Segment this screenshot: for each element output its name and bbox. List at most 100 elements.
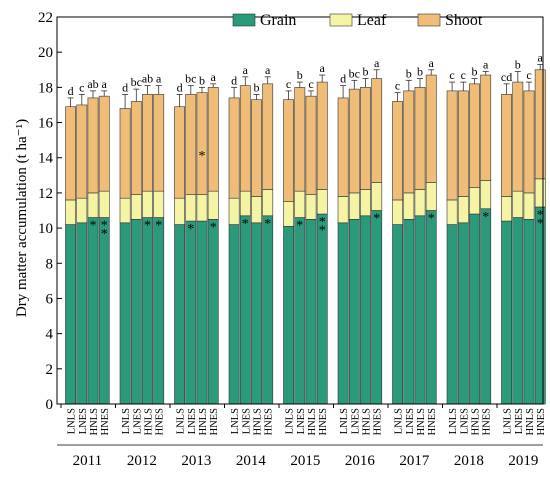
bar-leaf-2018-HNES [480, 180, 492, 210]
bar-leaf-2019-HNLS [523, 192, 535, 220]
treatment-label-2017-HNLS: HNLS [416, 408, 427, 436]
year-label-2019: 2019 [508, 453, 538, 469]
y-tick-label-20: 20 [38, 45, 53, 61]
bar-grain-2015-LNLS [283, 226, 294, 405]
bar-leaf-2016-LNES [348, 192, 360, 220]
bar-leaf-2016-LNLS [337, 196, 349, 224]
treatment-label-2016-LNLS: LNLS [339, 408, 350, 434]
treatment-label-2012-HNLS: HNLS [144, 408, 155, 436]
treatment-label-2017-LNES: LNES [405, 408, 416, 434]
bar-shoot-2012-LNLS [119, 108, 131, 199]
bar-leaf-2018-LNES [457, 196, 469, 224]
bar-grain-2016-LNLS [337, 222, 349, 405]
bar-shoot-2017-LNES [403, 90, 415, 194]
bar-shoot-2015-LNES [294, 87, 306, 192]
significance-letter-2011-LNES: c [79, 80, 84, 94]
bar-leaf-2013-LNLS [174, 197, 185, 225]
year-label-2014: 2014 [236, 453, 267, 469]
bar-grain-2016-LNES [348, 218, 360, 405]
bar-grain-2018-HNES [480, 208, 492, 405]
bar-shoot-2019-HNLS [523, 90, 535, 194]
bar-shoot-2019-HNES [534, 69, 546, 180]
year-label-2013: 2013 [181, 453, 211, 469]
bar-shoot-2018-LNES [457, 90, 469, 197]
treatment-label-2015-LNES: LNES [296, 408, 307, 434]
bar-shoot-2013-HNLS [196, 92, 208, 195]
bar-shoot-2018-HNES [480, 74, 492, 181]
legend-swatch-shoot [417, 13, 441, 27]
significance-letter-2016-HNLS: b [363, 65, 369, 79]
significance-letter-2019-LNES: b [515, 58, 521, 72]
bar-leaf-2014-HNES [262, 189, 274, 217]
y-tick-label-8: 8 [46, 256, 54, 272]
y-tick-label-4: 4 [46, 327, 54, 343]
bar-grain-2014-LNES [239, 215, 251, 405]
treatment-label-2013-LNES: LNES [187, 408, 198, 434]
bar-shoot-2017-LNLS [392, 101, 403, 201]
treatment-label-2017-LNLS: LNLS [394, 408, 405, 434]
bar-grain-2019-LNLS [501, 220, 512, 405]
bar-leaf-2013-HNES [207, 190, 219, 220]
legend-label-grain: Grain [260, 12, 296, 29]
bar-shoot-2011-HNLS [87, 97, 99, 194]
significance-letter-2019-HNLS: c [526, 68, 531, 82]
bar-leaf-2019-LNES [512, 190, 524, 218]
bar-shoot-2019-LNES [512, 81, 524, 192]
bar-leaf-2012-HNLS [142, 190, 153, 218]
significance-letter-2016-HNES: a [374, 56, 380, 70]
y-tick-label-6: 6 [46, 291, 54, 307]
bar-leaf-2017-HNLS [414, 189, 426, 217]
treatment-label-2018-HNLS: HNLS [471, 408, 482, 436]
bar-leaf-2011-LNES [76, 197, 88, 224]
bar-shoot-2017-HNES [425, 74, 437, 183]
treatment-label-2014-LNES: LNES [241, 408, 252, 434]
bar-leaf-2015-LNLS [283, 201, 294, 227]
bar-grain-2012-HNLS [142, 217, 153, 405]
bar-leaf-2015-HNLS [305, 194, 317, 220]
bar-leaf-2017-LNLS [392, 199, 403, 225]
legend-swatch-leaf [329, 13, 353, 27]
treatment-label-2014-LNLS: LNLS [230, 408, 241, 434]
bar-grain-2016-HNES [371, 210, 383, 405]
treatment-label-2011-LNLS: LNLS [67, 408, 78, 434]
bar-leaf-2014-LNES [239, 190, 251, 217]
treatment-label-2019-HNES: HNES [536, 408, 547, 436]
bar-shoot-2014-HNLS [251, 99, 262, 197]
treatment-label-2011-HNES: HNES [100, 408, 111, 436]
bar-leaf-2014-LNLS [228, 197, 240, 225]
bar-grain-2013-HNES [207, 218, 219, 405]
bar-leaf-2016-HNES [371, 182, 383, 211]
bar-grain-2014-HNES [262, 215, 274, 405]
significance-letter-2013-HNLS: b [199, 73, 205, 87]
bar-grain-2012-LNLS [119, 222, 131, 405]
bar-grain-2019-HNLS [523, 218, 535, 405]
bar-leaf-2013-HNLS [196, 194, 208, 222]
significance-letter-2011-LNLS: d [68, 84, 74, 98]
significance-star-2011-HNLS: * [90, 219, 97, 234]
treatment-label-2016-HNLS: HNLS [362, 408, 373, 436]
bar-grain-2011-HNES [98, 217, 110, 405]
treatment-label-2018-LNLS: LNLS [448, 408, 459, 434]
bar-shoot-2016-LNLS [337, 97, 349, 197]
y-tick-label-14: 14 [38, 151, 54, 167]
treatment-label-2012-LNES: LNES [132, 408, 143, 434]
y-tick-label-0: 0 [46, 397, 54, 413]
bar-shoot-2016-HNES [371, 78, 383, 183]
bar-leaf-2017-LNES [403, 192, 415, 220]
bar-grain-2011-HNLS [87, 217, 99, 405]
significance-star-2011-HNES: * [101, 227, 108, 242]
bar-grain-2011-LNLS [65, 224, 76, 405]
bar-grain-2019-HNES [534, 206, 546, 405]
year-label-2016: 2016 [345, 453, 376, 469]
bar-shoot-2013-HNES [207, 87, 219, 192]
bar-shoot-2017-HNLS [414, 87, 426, 190]
bar-shoot-2012-HNES [153, 94, 165, 192]
bar-grain-2015-HNES [316, 213, 328, 405]
treatment-label-2015-LNLS: LNLS [285, 408, 296, 434]
bar-leaf-2019-HNES [534, 178, 546, 208]
significance-letter-2018-HNLS: b [472, 65, 478, 79]
y-tick-label-18: 18 [38, 80, 53, 96]
significance-letter-2013-LNLS: d [177, 80, 183, 94]
significance-letter-2011-HNES: a [102, 77, 108, 91]
